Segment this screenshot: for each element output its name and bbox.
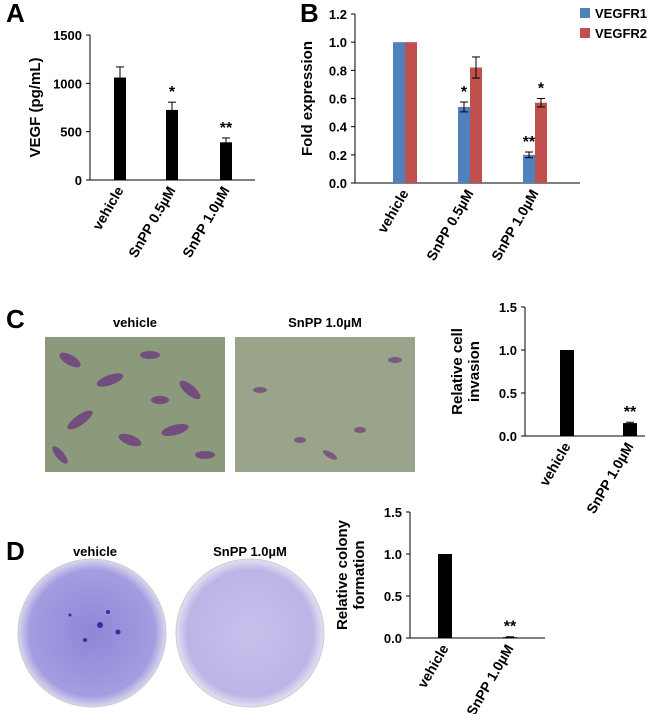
bar (535, 102, 547, 183)
x-tick-label: vehicle (374, 186, 412, 235)
y-tick-label: 1.0 (329, 35, 347, 50)
y-tick-label: 0 (75, 173, 82, 188)
significance-label: * (169, 84, 176, 101)
bar (166, 109, 178, 180)
y-tick-label: 0.5 (499, 386, 517, 401)
micrograph (235, 337, 415, 472)
bar (405, 42, 417, 183)
image-caption: vehicle (113, 315, 157, 330)
image-caption: SnPP 1.0µM (288, 315, 362, 330)
bar (560, 350, 574, 436)
y-axis-label: VEGF (pg/mL) (27, 58, 44, 158)
x-tick-label: vehicle (536, 439, 574, 488)
x-tick-label: SnPP 1.0µM (463, 642, 517, 715)
significance-label: ** (624, 404, 637, 421)
y-tick-label: 0.0 (499, 429, 517, 444)
y-tick-label: 1.2 (329, 7, 347, 22)
x-tick-label: SnPP 1.0µM (179, 184, 233, 261)
y-tick-label: 1500 (53, 28, 82, 43)
y-tick-label: 0.5 (384, 589, 402, 604)
colony-dish (17, 558, 167, 708)
y-axis-label: Fold expression (299, 41, 316, 156)
significance-label: ** (220, 120, 233, 137)
bar (114, 77, 126, 180)
bar (523, 154, 535, 183)
y-tick-label: 0.0 (384, 631, 402, 646)
y-axis-label: Relative cell (449, 328, 466, 415)
y-tick-label: 0.6 (329, 92, 347, 107)
y-tick-label: 1.5 (384, 505, 402, 520)
y-tick-label: 1.0 (384, 547, 402, 562)
y-tick-label: 1000 (53, 76, 82, 91)
y-axis-label: formation (351, 540, 368, 609)
significance-label: ** (504, 619, 517, 636)
legend-label: VEGFR1 (595, 6, 647, 21)
y-tick-label: 0.8 (329, 63, 347, 78)
y-tick-label: 0.2 (329, 148, 347, 163)
legend-swatch (580, 28, 590, 38)
micrograph (45, 337, 225, 472)
bar (438, 554, 452, 638)
legend-label: VEGFR2 (595, 26, 647, 41)
y-axis-label: Relative colony (334, 519, 351, 630)
bar (458, 106, 470, 183)
panel-letter: A (6, 0, 25, 28)
significance-label: * (461, 84, 468, 101)
colony-dish (175, 558, 325, 708)
panel-letter: C (6, 304, 25, 334)
significance-label: * (538, 81, 545, 98)
y-tick-label: 0.4 (329, 120, 348, 135)
x-tick-label: SnPP 0.5µM (423, 187, 477, 264)
x-tick-label: vehicle (89, 183, 127, 232)
x-tick-label: SnPP 1.0µM (488, 187, 542, 264)
bar (470, 67, 482, 183)
y-tick-label: 1.0 (499, 343, 517, 358)
panel-letter: D (6, 536, 25, 566)
image-caption: SnPP 1.0µM (213, 544, 287, 559)
bar (220, 142, 232, 180)
legend-swatch (580, 8, 590, 18)
panel-letter: B (300, 0, 319, 28)
y-tick-label: 1.5 (499, 300, 517, 315)
y-tick-label: 500 (60, 125, 82, 140)
bar (623, 423, 637, 436)
image-caption: vehicle (73, 544, 117, 559)
bar (393, 42, 405, 183)
y-tick-label: 0.0 (329, 176, 347, 191)
y-axis-label: invasion (466, 341, 483, 402)
x-tick-label: vehicle (414, 641, 452, 690)
significance-label: ** (523, 134, 536, 151)
x-tick-label: SnPP 1.0µM (583, 440, 637, 517)
x-tick-label: SnPP 0.5µM (125, 184, 179, 261)
